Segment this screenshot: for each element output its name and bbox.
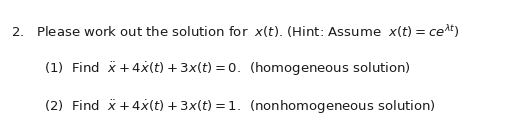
Text: (1)  Find  $\ddot{x} + 4\dot{x}(t) + 3x(t) = 0$.  (homogeneous solution): (1) Find $\ddot{x} + 4\dot{x}(t) + 3x(t)…	[44, 60, 410, 78]
Text: (2)  Find  $\ddot{x} + 4\dot{x}(t) + 3x(t) = 1$.  (nonhomogeneous solution): (2) Find $\ddot{x} + 4\dot{x}(t) + 3x(t)…	[44, 98, 436, 116]
Text: 2.   Please work out the solution for  $x(t)$. (Hint: Assume  $x(t) = ce^{\lambd: 2. Please work out the solution for $x(t…	[11, 23, 460, 40]
